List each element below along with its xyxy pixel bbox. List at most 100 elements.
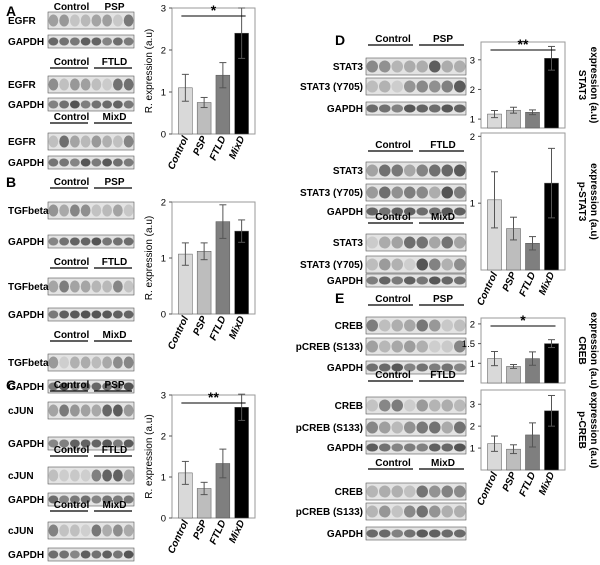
protein-label: STAT3 <box>333 62 364 73</box>
blot-band <box>48 280 59 293</box>
blot-band <box>391 319 403 332</box>
blot-band <box>113 356 123 369</box>
blot-band <box>102 382 112 391</box>
blot-band <box>441 363 453 372</box>
blot-band <box>80 14 91 27</box>
chart-e-6: 1 1.5 2 * CREB expression (a.u) <box>462 312 599 389</box>
blot-band <box>454 529 466 538</box>
blot-band <box>113 524 123 537</box>
blot-band <box>48 524 59 537</box>
blot-band <box>70 356 80 369</box>
blot-band <box>404 421 416 434</box>
blot-strip <box>47 547 135 562</box>
blot-band <box>70 135 80 148</box>
blot-band <box>91 404 102 417</box>
blot-b-3: Control MixD TGFbeta GAPDH <box>8 330 135 394</box>
category-label-ftld: FTLD <box>208 315 229 343</box>
blot-band <box>366 319 378 332</box>
blot-band <box>429 529 441 538</box>
blot-band <box>123 524 134 537</box>
category-label-psp: PSP <box>191 314 210 337</box>
blot-band <box>113 280 123 293</box>
blot-band <box>59 356 69 369</box>
blot-band <box>441 319 453 332</box>
blot-band <box>80 524 91 537</box>
blot-band <box>123 37 134 46</box>
blot-band <box>48 382 59 391</box>
blot-band <box>48 469 59 482</box>
blot-band <box>441 340 453 353</box>
blot-b-1: Control PSP TGFbeta GAPDH <box>8 177 135 249</box>
blot-band <box>91 495 102 504</box>
blot-band <box>404 319 416 332</box>
y-tick-label: 3 <box>470 55 475 66</box>
blot-band <box>379 80 391 93</box>
group-label-control: Control <box>54 500 90 511</box>
blot-band <box>379 399 391 412</box>
blot-band <box>113 439 123 448</box>
blot-strip <box>365 440 467 455</box>
protein-label: GAPDH <box>8 237 44 248</box>
blot-band <box>391 60 403 73</box>
group-label-control: Control <box>54 57 90 68</box>
protein-label: EGFR <box>8 16 37 27</box>
blot-band <box>113 100 123 109</box>
blot-strip <box>365 360 467 375</box>
blot-band <box>379 363 391 372</box>
significance-marker: ** <box>518 36 529 52</box>
group-label-disease: MixD <box>431 212 455 223</box>
blot-band <box>80 550 91 559</box>
blot-band <box>91 439 102 448</box>
blot-band <box>391 80 403 93</box>
blot-band <box>391 340 403 353</box>
panel-letter-c: C <box>6 377 16 393</box>
blot-band <box>429 104 441 113</box>
blot-strip <box>365 418 467 437</box>
blot-a-2: Control FTLD EGFR GAPDH <box>8 57 135 112</box>
group-label-disease: FTLD <box>102 57 128 68</box>
blot-band <box>454 104 466 113</box>
blot-band <box>70 524 80 537</box>
blot-band <box>429 340 441 353</box>
bar-psp <box>506 366 521 384</box>
blot-band <box>404 236 416 249</box>
blot-band <box>416 236 428 249</box>
panel-letter-e: E <box>335 290 344 306</box>
blot-band <box>366 80 378 93</box>
blot-band <box>123 100 134 109</box>
blot-band <box>102 469 112 482</box>
bar-psp <box>196 251 212 315</box>
blot-strip <box>365 526 467 541</box>
blot-band <box>91 37 102 46</box>
blot-band <box>404 258 416 271</box>
blot-band <box>113 404 123 417</box>
protein-label: cJUN <box>8 526 34 537</box>
blot-band <box>102 495 112 504</box>
blot-band <box>429 80 441 93</box>
chart-d-4: 1 2 3 ** STAT3 expression (a.u) <box>470 36 599 129</box>
blot-band <box>441 60 453 73</box>
blot-band <box>391 207 403 216</box>
blot-band <box>416 186 428 199</box>
blot-band <box>59 14 69 27</box>
blot-band <box>441 80 453 93</box>
blot-band <box>123 204 134 217</box>
plot-frame <box>480 41 566 129</box>
protein-label: CREB <box>335 401 363 412</box>
blot-band <box>429 443 441 452</box>
blot-band <box>391 399 403 412</box>
bar-mixd <box>234 230 249 315</box>
blot-band <box>404 164 416 177</box>
blot-band <box>429 363 441 372</box>
panel-letter-d: D <box>335 32 345 48</box>
y-tick-label: 2 <box>161 432 166 443</box>
blot-band <box>454 505 466 518</box>
protein-label: GAPDH <box>327 276 363 287</box>
protein-label: EGFR <box>8 137 37 148</box>
y-tick-label: 1.5 <box>462 339 475 350</box>
protein-label: CREB <box>335 487 363 498</box>
blot-band <box>454 186 466 199</box>
blot-band <box>102 14 112 27</box>
blot-band <box>91 204 102 217</box>
blot-band <box>70 310 80 319</box>
